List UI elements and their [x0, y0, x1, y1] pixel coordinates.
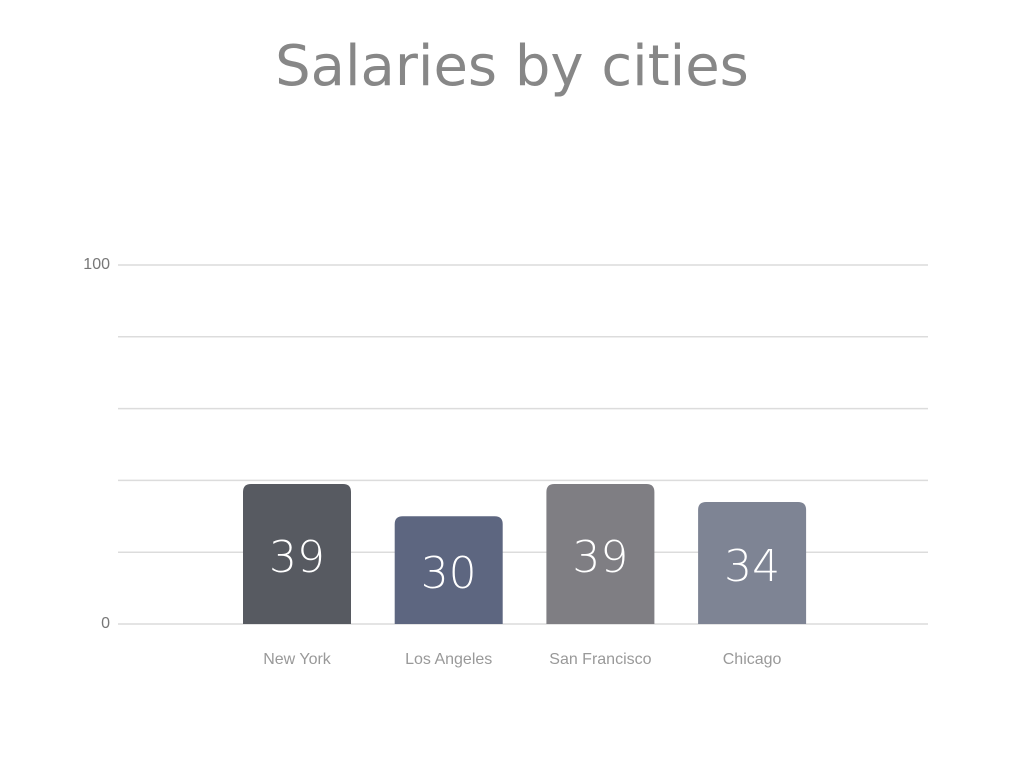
value-label: 39 — [269, 532, 325, 583]
x-tick-label: Chicago — [723, 651, 782, 668]
x-tick-label: Los Angeles — [405, 651, 492, 668]
value-label: 34 — [724, 541, 780, 592]
chart-title: Salaries by cities — [275, 34, 749, 99]
x-tick-label: New York — [263, 651, 332, 668]
bar — [243, 483, 351, 624]
value-label: 39 — [572, 532, 628, 583]
x-tick-label: San Francisco — [549, 651, 651, 668]
y-tick-label: 0 — [101, 615, 110, 632]
y-tick-label: 100 — [83, 256, 110, 273]
bar — [546, 483, 655, 624]
value-label: 30 — [421, 548, 477, 599]
bar — [394, 516, 503, 624]
bar — [698, 501, 807, 624]
